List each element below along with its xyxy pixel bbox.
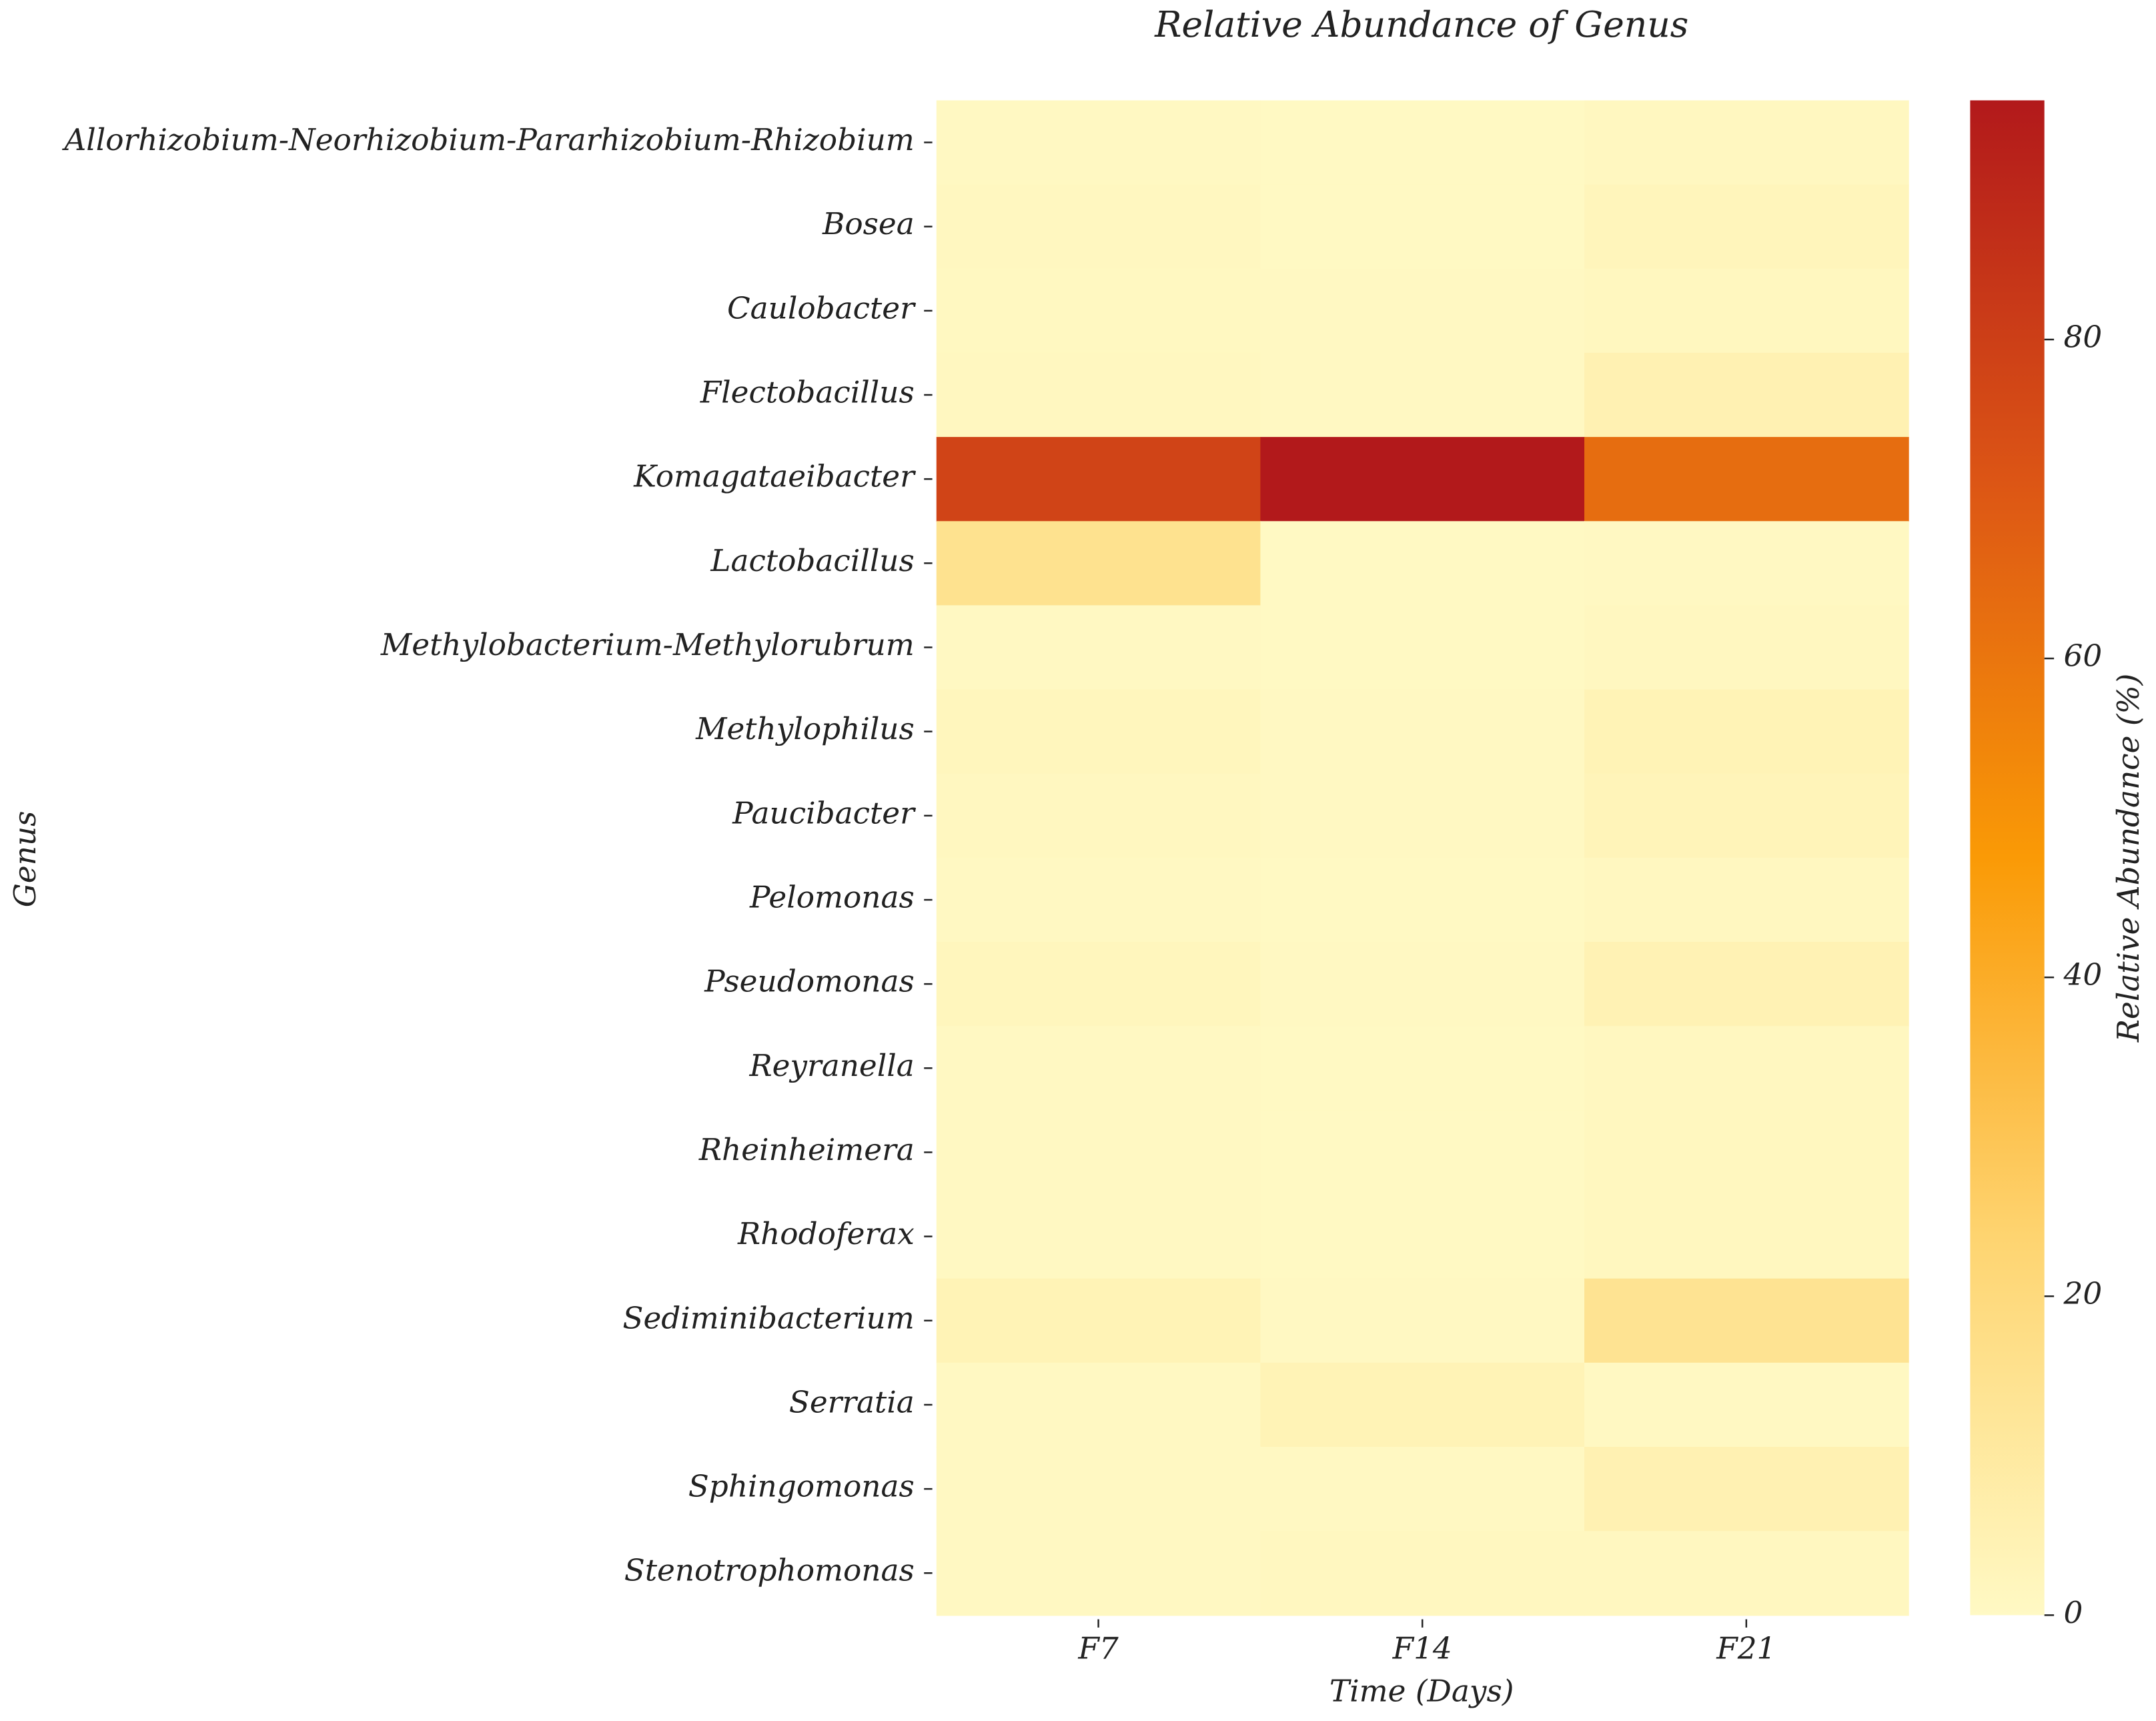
heatmap-cell	[1260, 352, 1586, 438]
heatmap-cell	[1260, 605, 1586, 690]
heatmap-cell	[936, 100, 1261, 185]
heatmap-cell	[1584, 1026, 1909, 1111]
heatmap-cell	[936, 1110, 1261, 1195]
colorbar-tick-label: 40	[2063, 957, 2103, 993]
heatmap-cell	[936, 942, 1261, 1027]
heatmap-cell	[1584, 689, 1909, 774]
colorbar-tick-label: 80	[2064, 319, 2103, 354]
heatmap-cell	[1260, 773, 1586, 858]
heatmap-cell	[1260, 184, 1586, 269]
heatmap-cell	[936, 689, 1261, 774]
heatmap-cell	[1584, 1531, 1909, 1616]
heatmap-cell	[936, 437, 1261, 522]
heatmap-cell	[936, 857, 1261, 943]
heatmap-cell	[1260, 1362, 1586, 1448]
heatmap-cell	[1584, 521, 1909, 606]
heatmap-cell	[1260, 1278, 1586, 1363]
y-tick-label: Sediminibacterium	[622, 1300, 914, 1335]
heatmap-cell	[1260, 268, 1586, 354]
heatmap-cell	[1260, 1194, 1586, 1279]
heatmap-cell	[1584, 1362, 1909, 1448]
heatmap-cell	[1584, 184, 1909, 269]
heatmap-cell	[936, 268, 1261, 354]
y-tick-label: Pseudomonas	[704, 964, 915, 999]
colorbar	[1970, 100, 2045, 1616]
heatmap-cell	[1584, 1194, 1909, 1279]
colorbar-label: Relative Abundance (%)	[2111, 674, 2146, 1043]
y-tick-label: Flectobacillus	[700, 374, 915, 410]
heatmap-cell	[1260, 521, 1586, 606]
colorbar-tick-label: 60	[2064, 638, 2103, 674]
y-tick-label: Allorhizobium-Neorhizobium-Pararhizobium…	[62, 122, 915, 157]
x-tick-label: F14	[1392, 1630, 1452, 1666]
heatmap-cell	[1584, 942, 1909, 1027]
heatmap-cell	[1260, 942, 1586, 1027]
heatmap-cell	[1260, 1531, 1586, 1616]
heatmap-cell	[936, 1447, 1261, 1532]
heatmap-cell	[1584, 1278, 1909, 1363]
heatmap-cell	[1584, 268, 1909, 354]
heatmap-cell	[936, 1362, 1261, 1448]
x-tick-label: F7	[1077, 1630, 1118, 1666]
heatmap-cell	[1584, 100, 1909, 185]
y-tick-label: Rheinheimera	[698, 1132, 915, 1167]
heatmap-cell	[936, 184, 1261, 269]
y-tick-label: Komagataeibacter	[633, 459, 916, 494]
heatmap-cell	[936, 773, 1261, 858]
y-tick-label: Methylobacterium-Methylorubrum	[380, 627, 915, 662]
y-tick-label: Stenotrophomonas	[624, 1553, 915, 1588]
heatmap-cell	[936, 1531, 1261, 1616]
heatmap-cell	[936, 1194, 1261, 1279]
y-tick-label: Caulobacter	[727, 290, 916, 326]
heatmap-cell	[1260, 1110, 1586, 1195]
heatmap-cell	[936, 521, 1261, 606]
y-axis-label: Genus	[7, 811, 43, 908]
heatmap-cell	[1260, 1447, 1586, 1532]
heatmap-cell	[1260, 1026, 1586, 1111]
heatmap-cell	[1260, 437, 1586, 522]
heatmap-cell	[1584, 352, 1909, 438]
heatmap-cell	[1584, 1447, 1909, 1532]
y-tick-label: Serratia	[789, 1384, 915, 1419]
y-tick-label: Sphingomonas	[688, 1469, 915, 1504]
y-tick-label: Reyranella	[748, 1048, 914, 1083]
heatmap-cell	[1584, 857, 1909, 943]
heatmap-cell	[1260, 689, 1586, 774]
y-tick-label: Paucibacter	[732, 795, 916, 830]
heatmap-cell	[936, 605, 1261, 690]
colorbar-tick-label: 0	[2064, 1595, 2083, 1630]
y-tick-label: Pelomonas	[749, 879, 915, 915]
chart-title: Relative Abundance of Genus	[1154, 3, 1688, 45]
x-axis-label: Time (Days)	[1329, 1673, 1514, 1708]
heatmap-cell	[1584, 773, 1909, 858]
y-tick-label: Bosea	[822, 206, 915, 241]
heatmap-cell	[936, 352, 1261, 438]
heatmap-cell	[1584, 1110, 1909, 1195]
y-tick-label: Rhodoferax	[737, 1216, 915, 1251]
heatmap-cell	[1260, 100, 1586, 185]
y-tick-label: Lactobacillus	[710, 543, 914, 578]
x-tick-label: F21	[1716, 1630, 1776, 1666]
heatmap-cell	[936, 1278, 1261, 1363]
heatmap-cell	[1584, 437, 1909, 522]
colorbar-tick-label: 20	[2063, 1276, 2103, 1311]
heatmap-cell	[1260, 857, 1586, 943]
heatmap-cell	[936, 1026, 1261, 1111]
heatmap-cell	[1584, 605, 1909, 690]
y-tick-label: Methylophilus	[695, 711, 915, 746]
